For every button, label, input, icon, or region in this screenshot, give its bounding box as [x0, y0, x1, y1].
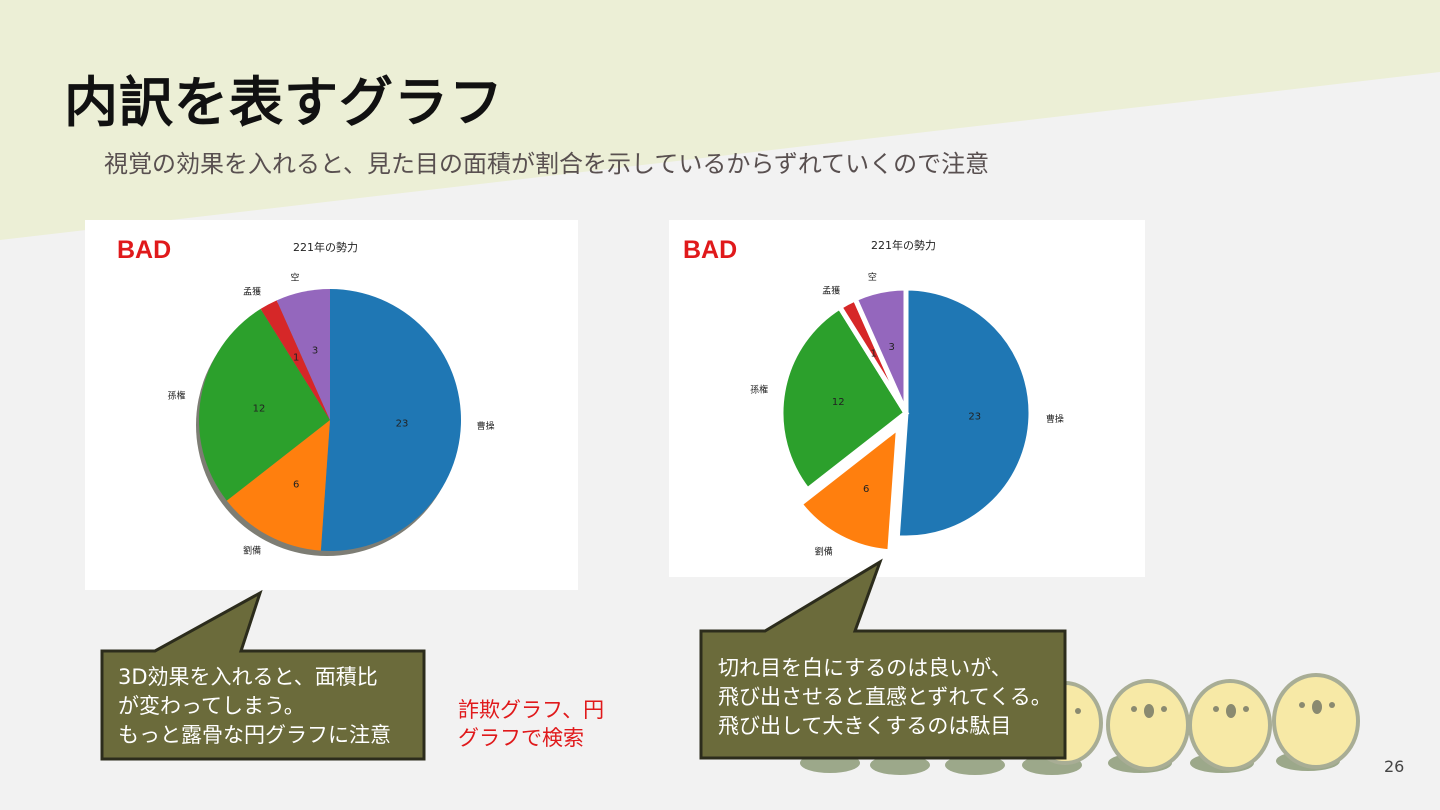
slice-value-label: 3: [312, 346, 318, 357]
callout-right: 切れ目を白にするのは良いが、 飛び出させると直感とずれてくる。 飛び出して大きく…: [718, 654, 1052, 741]
slide-subtitle: 視覚の効果を入れると、見た目の面積が割合を示しているからずれていくので注意: [104, 150, 990, 178]
chart-title: 221年の勢力: [293, 241, 358, 254]
pie-slice: [320, 289, 462, 551]
callout-left-line: もっと露骨な円グラフに注意: [118, 723, 391, 747]
slice-category-label: 曹操: [1046, 413, 1064, 425]
pie-slice: [894, 285, 1034, 541]
chart-panel-exploded: BAD 221年の勢力 23 曹操 6 劉備 12 孫権 1 孟獲 3 空: [669, 220, 1145, 577]
bad-badge: BAD: [683, 236, 738, 264]
slice-category-label: 劉備: [243, 545, 261, 557]
slice-category-label: 空: [868, 271, 877, 283]
pie-slice: [260, 300, 330, 420]
pie-chart-exploded: 23 曹操 6 劉備 12 孫権 1 孟獲 3 空: [750, 271, 1064, 558]
slice-category-label: 孟獲: [243, 285, 261, 297]
page-number: 26: [1384, 757, 1405, 776]
header-band: [0, 0, 1440, 240]
slice-value-label: 1: [871, 348, 877, 359]
callout-left-shape: [100, 589, 426, 761]
pie-slice: [778, 303, 910, 494]
slice-value-label: 6: [293, 480, 299, 491]
chart-title: 221年の勢力: [871, 239, 936, 252]
slice-value-label: 3: [889, 342, 895, 353]
callout-right-shape: [699, 558, 1067, 760]
slice-category-label: 孟獲: [822, 284, 840, 296]
slice-category-label: 劉備: [815, 546, 833, 558]
pie-slice: [796, 421, 902, 555]
pie-slice: [851, 285, 909, 415]
slice-value-label: 1: [293, 352, 299, 363]
chart-panel-3d: BAD 221年の勢力 23 曹操 6 劉備 12 孫権 1 孟獲 3 空: [85, 220, 578, 590]
pie-slice: [226, 420, 330, 551]
callout-right-line: 飛び出して大きくするのは駄目: [718, 714, 1012, 738]
callout-left-line: が変わってしまう。: [118, 694, 305, 718]
search-hint: 詐欺グラフ、円 グラフで検索: [458, 696, 604, 752]
slice-value-label: 23: [968, 411, 981, 422]
callout-left: 3D効果を入れると、面積比 が変わってしまう。 もっと露骨な円グラフに注意: [118, 663, 391, 750]
callout-left-line: 3D効果を入れると、面積比: [118, 665, 378, 689]
search-hint-line: 詐欺グラフ、円: [458, 698, 605, 722]
slice-value-label: 6: [863, 484, 869, 495]
slice-category-label: 孫権: [750, 384, 768, 396]
slide-title: 内訳を表すグラフ: [64, 71, 504, 134]
slice-category-label: 孫権: [167, 390, 185, 402]
slice-value-label: 12: [253, 403, 266, 414]
callout-right-line: 切れ目を白にするのは良いが、: [718, 656, 1012, 680]
pie-slice: [198, 308, 330, 501]
slice-value-label: 12: [832, 397, 845, 408]
search-hint-line: グラフで検索: [458, 726, 584, 750]
slice-category-label: 曹操: [477, 420, 495, 432]
bad-badge: BAD: [117, 236, 172, 264]
slice-value-label: 23: [396, 419, 409, 430]
pie-slice: [276, 289, 330, 420]
slice-category-label: 空: [290, 271, 299, 283]
pie-chart-3d: 23 曹操 6 劉備 12 孫権 1 孟獲 3 空: [167, 271, 495, 557]
callout-right-line: 飛び出させると直感とずれてくる。: [718, 685, 1052, 709]
